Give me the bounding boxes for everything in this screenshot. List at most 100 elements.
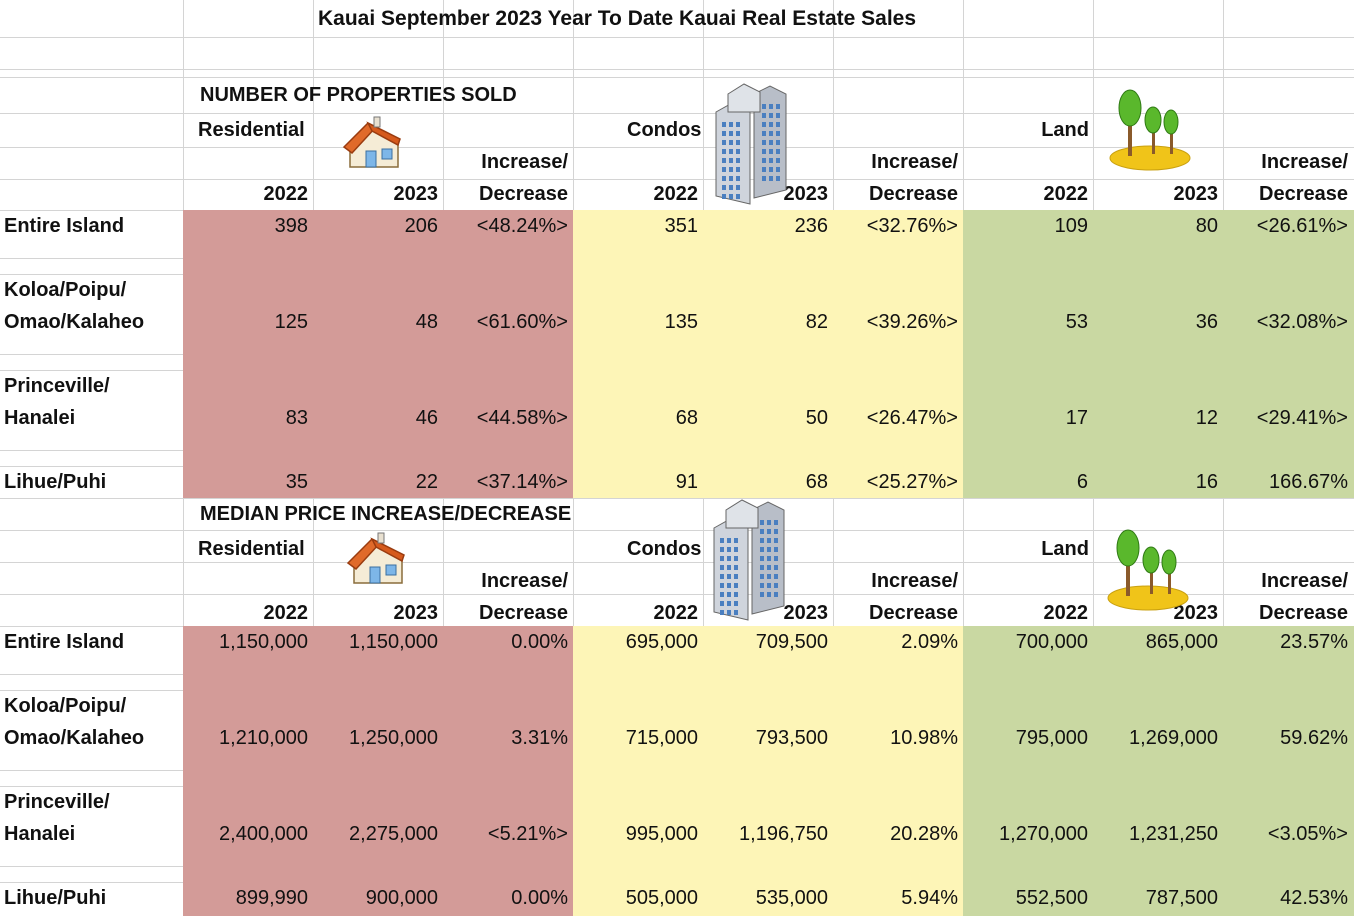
data-cell: 793,500	[755, 727, 828, 749]
data-cell: <44.58%>	[476, 407, 568, 429]
year-header-2022: 2022	[1043, 602, 1089, 624]
decrease-header: Decrease	[869, 602, 958, 624]
house-icon	[346, 532, 405, 584]
data-cell: 6	[1076, 471, 1088, 493]
decrease-header: Decrease	[479, 183, 568, 205]
grid-row-line	[0, 37, 1354, 38]
section-heading: MEDIAN PRICE INCREASE/DECREASE	[200, 503, 572, 525]
grid-row-line	[0, 530, 1354, 531]
row-label: Hanalei	[4, 823, 76, 845]
increase-header: Increase/	[1261, 151, 1348, 173]
data-cell: 50	[805, 407, 828, 429]
year-header-2022: 2022	[653, 183, 699, 205]
row-label: Koloa/Poipu/	[4, 279, 127, 301]
data-cell: 2,400,000	[219, 823, 308, 845]
data-cell: 68	[805, 471, 828, 493]
decrease-header: Decrease	[1259, 602, 1348, 624]
data-cell: 398	[274, 215, 308, 237]
trees-icon	[1109, 89, 1191, 171]
data-cell: 865,000	[1145, 631, 1218, 653]
data-cell: 715,000	[625, 727, 698, 749]
grid-row-line	[0, 498, 1354, 499]
data-cell: 1,150,000	[349, 631, 438, 653]
data-cell: <29.41%>	[1256, 407, 1348, 429]
data-cell: 83	[285, 407, 308, 429]
row-label: Omao/Kalaheo	[4, 311, 145, 333]
data-cell: 166.67%	[1269, 471, 1348, 493]
data-cell: <26.61%>	[1256, 215, 1348, 237]
data-cell: 709,500	[755, 631, 828, 653]
data-cell: 900,000	[365, 887, 438, 909]
house-icon	[342, 116, 401, 168]
color-fill	[573, 210, 963, 498]
year-header-2022: 2022	[263, 183, 309, 205]
year-header-2023: 2023	[783, 183, 829, 205]
row-label: Princeville/	[4, 791, 110, 813]
data-cell: <25.27%>	[866, 471, 958, 493]
grid-row-line	[0, 113, 1354, 114]
data-cell: 53	[1065, 311, 1088, 333]
data-cell: 899,990	[235, 887, 308, 909]
row-label: Koloa/Poipu/	[4, 695, 127, 717]
data-cell: <39.26%>	[866, 311, 958, 333]
data-cell: 10.98%	[890, 727, 958, 749]
data-cell: 552,500	[1015, 887, 1088, 909]
color-fill	[183, 626, 573, 916]
data-cell: 109	[1054, 215, 1088, 237]
data-cell: 1,210,000	[219, 727, 308, 749]
building-icon	[715, 83, 787, 205]
data-cell: 3.31%	[511, 727, 568, 749]
data-cell: 505,000	[625, 887, 698, 909]
color-fill	[963, 626, 1354, 916]
data-cell: 795,000	[1015, 727, 1088, 749]
data-cell: 42.53%	[1280, 887, 1348, 909]
data-cell: 0.00%	[511, 887, 568, 909]
data-cell: <48.24%>	[476, 215, 568, 237]
color-fill	[573, 626, 963, 916]
grid-row-line	[0, 179, 1354, 180]
row-label: Omao/Kalaheo	[4, 727, 145, 749]
data-cell: <5.21%>	[487, 823, 568, 845]
data-cell: <32.08%>	[1256, 311, 1348, 333]
data-cell: 35	[285, 471, 308, 493]
data-cell: 1,270,000	[999, 823, 1088, 845]
data-cell: 1,250,000	[349, 727, 438, 749]
data-cell: 125	[274, 311, 308, 333]
group-label-residential: Residential	[198, 538, 305, 560]
row-label: Hanalei	[4, 407, 76, 429]
year-header-2022: 2022	[653, 602, 699, 624]
data-cell: <32.76%>	[866, 215, 958, 237]
data-cell: <3.05%>	[1267, 823, 1348, 845]
data-cell: 20.28%	[890, 823, 958, 845]
data-cell: 700,000	[1015, 631, 1088, 653]
row-label: Entire Island	[4, 631, 125, 653]
group-label-condos: Condos	[627, 538, 702, 560]
group-label-residential: Residential	[198, 119, 305, 141]
decrease-header: Decrease	[479, 602, 568, 624]
increase-header: Increase/	[871, 151, 958, 173]
row-label: Lihue/Puhi	[4, 471, 107, 493]
data-cell: 1,196,750	[739, 823, 828, 845]
data-cell: 82	[805, 311, 828, 333]
data-cell: 2,275,000	[349, 823, 438, 845]
data-cell: 535,000	[755, 887, 828, 909]
group-label-land: Land	[1041, 538, 1089, 560]
data-cell: 22	[415, 471, 438, 493]
year-header-2023: 2023	[393, 602, 439, 624]
increase-header: Increase/	[481, 570, 568, 592]
data-cell: 206	[404, 215, 438, 237]
row-label: Princeville/	[4, 375, 110, 397]
increase-header: Increase/	[871, 570, 958, 592]
grid-row-line	[0, 594, 1354, 595]
grid-row-line	[0, 562, 1354, 563]
year-header-2022: 2022	[1043, 183, 1089, 205]
data-cell: 91	[675, 471, 698, 493]
year-header-2023: 2023	[1173, 602, 1219, 624]
data-cell: 135	[664, 311, 698, 333]
year-header-2023: 2023	[1173, 183, 1219, 205]
data-cell: <26.47%>	[866, 407, 958, 429]
increase-header: Increase/	[1261, 570, 1348, 592]
row-label: Entire Island	[4, 215, 125, 237]
data-cell: 12	[1195, 407, 1218, 429]
